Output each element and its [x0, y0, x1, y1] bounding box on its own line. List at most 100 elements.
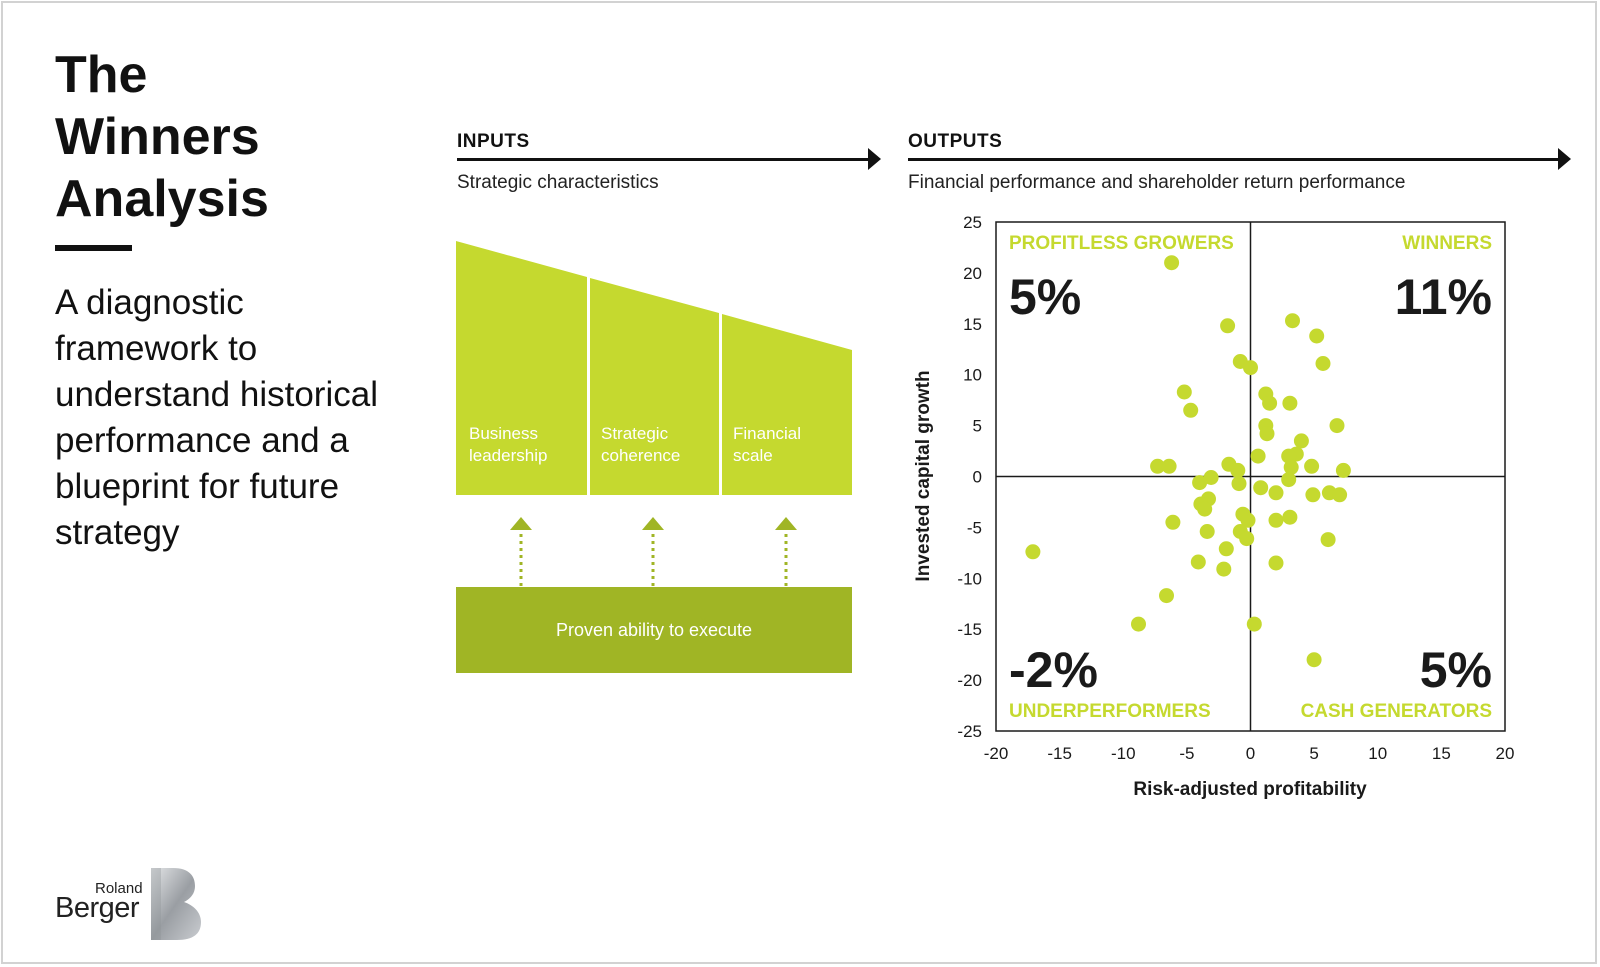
panel-financial-scale [722, 314, 852, 495]
data-point [1231, 476, 1247, 492]
data-point [1259, 426, 1275, 442]
dotted-arrow-icon [510, 517, 532, 586]
data-point [1329, 418, 1345, 434]
data-point [1197, 501, 1213, 517]
data-point [1025, 544, 1041, 560]
data-point [1218, 541, 1234, 557]
data-point [1281, 472, 1297, 488]
subtitle-line: framework to [55, 329, 258, 368]
data-point [1246, 616, 1262, 632]
quadrant-name: CASH GENERATORS [1301, 701, 1492, 722]
data-point [1268, 555, 1284, 571]
data-point [1176, 384, 1192, 400]
x-tick-label: 20 [1496, 744, 1515, 763]
y-tick-label: -25 [957, 722, 982, 741]
data-point [1203, 470, 1219, 485]
logo-berger-text: Berger [55, 892, 140, 924]
data-point [1220, 318, 1236, 334]
data-point [1216, 561, 1232, 577]
quadrant-name: WINNERS [1402, 233, 1492, 254]
x-tick-label: 0 [1246, 744, 1255, 763]
data-point [1283, 459, 1299, 475]
data-point [1305, 487, 1321, 503]
data-point [1199, 524, 1215, 539]
panel-label-line: Financial [733, 424, 802, 443]
x-tick-label: 15 [1432, 744, 1451, 763]
data-point [1150, 458, 1166, 474]
data-point [1268, 485, 1284, 501]
x-axis-label: Risk-adjusted profitability [1133, 779, 1367, 800]
inputs-heading: INPUTS [457, 131, 530, 152]
data-point [1315, 356, 1331, 371]
y-tick-label: -15 [957, 620, 982, 639]
inputs-subheading: Strategic characteristics [457, 172, 659, 193]
data-point [1332, 487, 1348, 503]
title-line: Analysis [55, 170, 269, 228]
data-point [1190, 554, 1206, 570]
inputs-arrow-head-icon [868, 148, 881, 170]
outputs-arrow-head-icon [1558, 148, 1571, 170]
subtitle-line: performance and a [55, 421, 349, 460]
data-point [1253, 480, 1269, 496]
panel-strategic-coherence [590, 278, 719, 495]
page-subtitle: A diagnostic framework to understand his… [55, 280, 435, 556]
panel-label-business-leadership: Business leadership [469, 423, 547, 467]
data-point [1183, 402, 1199, 418]
y-tick-label: 5 [973, 417, 982, 436]
logo-b-icon [151, 868, 201, 940]
quadrant-labels: PROFITLESS GROWERS 5% WINNERS 11% UNDERPERFO… [1009, 233, 1492, 722]
logo-roland-text: Roland [95, 880, 143, 897]
data-point [1285, 313, 1300, 329]
panel-label-line: coherence [601, 446, 681, 465]
dotted-arrow-icon [642, 517, 664, 586]
panel-label-strategic-coherence: Strategic coherence [601, 423, 680, 467]
tick-labels: -20 -15 -10 -5 0 5 10 15 20 25 20 15 10 5 0 -5 -10 -15 -20… [957, 213, 1514, 763]
subtitle-line: understand historical [55, 375, 378, 414]
data-points [1025, 255, 1351, 668]
data-point [1230, 462, 1246, 478]
x-tick-label: -5 [1179, 744, 1194, 763]
quadrant-name: UNDERPERFORMERS [1009, 701, 1211, 722]
y-tick-label: -5 [967, 518, 982, 537]
title-line: Winners [55, 108, 260, 166]
data-point [1268, 512, 1284, 528]
page-title: The Winners Analysis [55, 44, 269, 230]
y-tick-label: 15 [963, 315, 982, 334]
quadrant-value: 11% [1395, 269, 1492, 325]
data-point [1164, 255, 1180, 271]
subtitle-line: A diagnostic [55, 283, 244, 322]
data-point [1161, 458, 1177, 474]
data-point [1192, 475, 1208, 491]
title-underline [55, 245, 132, 251]
x-tick-label: -15 [1047, 744, 1072, 763]
data-point [1262, 395, 1278, 411]
quadrant-value: 5% [1009, 269, 1081, 325]
x-tick-label: -20 [984, 744, 1009, 763]
panel-label-line: Business [469, 424, 538, 443]
x-tick-label: 5 [1309, 744, 1318, 763]
panel-label-line: Strategic [601, 424, 669, 443]
data-point [1304, 458, 1320, 474]
subtitle-line: blueprint for future [55, 467, 340, 506]
y-axis-label: Invested capital growth [913, 370, 934, 581]
x-tick-label: 10 [1368, 744, 1387, 763]
data-point [1281, 448, 1297, 464]
panel-label-line: leadership [469, 446, 548, 465]
subtitle-line: strategy [55, 513, 180, 552]
panel-label-financial-scale: Financial scale [733, 423, 801, 467]
y-tick-label: 25 [963, 213, 982, 232]
quadrant-value: -2% [1009, 642, 1098, 698]
title-line: The [55, 46, 148, 104]
data-point [1165, 514, 1181, 530]
data-point [1320, 532, 1336, 548]
data-point [1243, 360, 1258, 376]
panel-business-leadership [456, 241, 587, 495]
panel-label-line: scale [733, 446, 773, 465]
proven-ability-box: Proven ability to execute [456, 587, 852, 673]
quadrant-value: 5% [1420, 642, 1492, 698]
outputs-heading: OUTPUTS [908, 131, 1003, 152]
inputs-arrow-line [457, 158, 869, 161]
